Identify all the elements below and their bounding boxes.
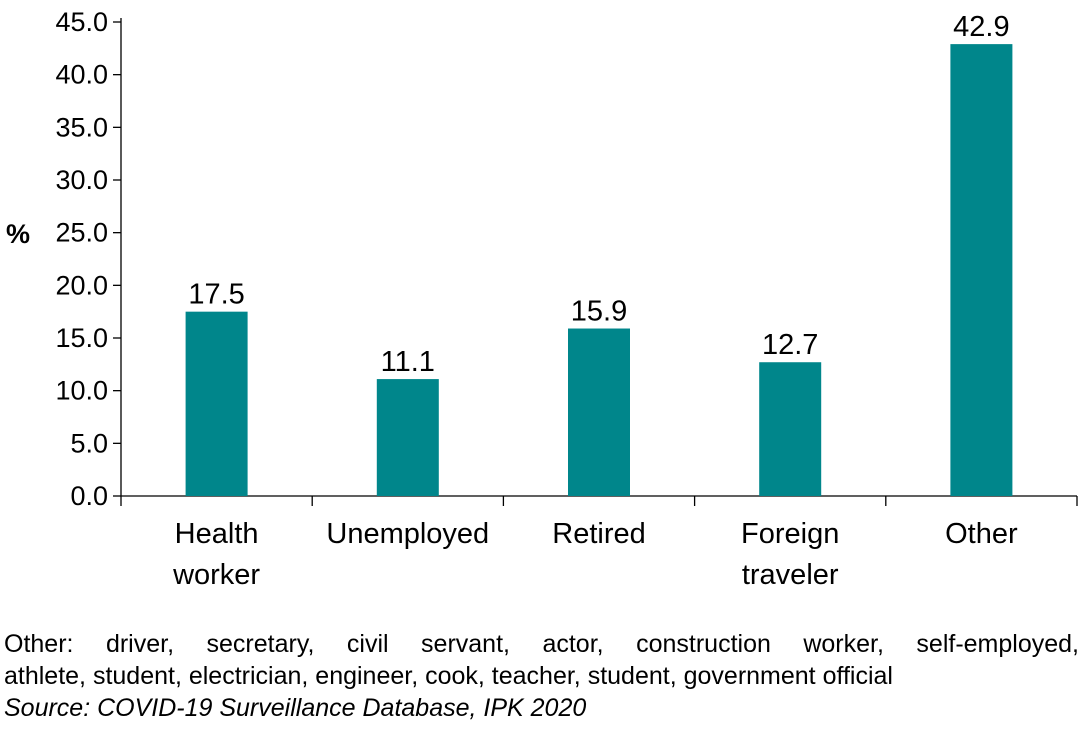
y-tick-label: 0.0 (70, 481, 108, 511)
x-axis-categories: Health worker Unemployed Retired Foreign trav… (172, 518, 1018, 591)
data-label: 17.5 (188, 279, 244, 311)
data-label: 12.7 (762, 329, 818, 361)
other-footnote-line-2: athlete, student, electrician, engineer,… (4, 662, 893, 690)
chart-notes: Other: driver, secretary, civil servant,… (4, 628, 1079, 724)
other-footnote-line-1: Other: driver, secretary, civil servant,… (4, 630, 1079, 658)
y-tick-label: 20.0 (55, 270, 108, 300)
source-note: Source: COVID-19 Surveillance Database, … (4, 694, 587, 722)
bar (185, 311, 248, 496)
y-axis-ticks: 0.0 5.0 10.0 15.0 20.0 25.0 30.0 35.0 40.0 45.0 (55, 7, 121, 511)
x-category-label: Retired (552, 518, 646, 550)
y-axis-label: % (6, 219, 30, 249)
bar (376, 379, 439, 496)
data-label: 42.9 (953, 11, 1009, 43)
bar (568, 328, 630, 496)
data-label: 11.1 (381, 346, 435, 378)
bar-chart: 0.0 5.0 10.0 15.0 20.0 25.0 30.0 35.0 40.0 45.0 1… (6, 7, 1078, 591)
y-tick-label: 40.0 (55, 60, 108, 90)
y-tick-label: 35.0 (55, 112, 108, 142)
x-category-label: Unemployed (326, 518, 489, 550)
bar (950, 44, 1013, 497)
bar (759, 362, 822, 496)
y-tick-label: 10.0 (55, 376, 108, 406)
data-labels: 17.5 11.1 15.9 12.7 42.9 (188, 11, 1009, 378)
bars (185, 44, 1013, 497)
x-category-label: traveler (742, 559, 839, 591)
y-tick-label: 30.0 (55, 165, 108, 195)
x-category-label: worker (172, 559, 260, 591)
y-tick-label: 25.0 (55, 218, 108, 248)
data-label: 15.9 (571, 296, 627, 328)
y-tick-label: 45.0 (55, 7, 108, 37)
x-category-label: Foreign (741, 518, 839, 550)
x-category-label: Health (175, 518, 259, 550)
y-tick-label: 15.0 (55, 323, 108, 353)
y-tick-label: 5.0 (70, 428, 108, 458)
x-category-label: Other (945, 518, 1018, 550)
